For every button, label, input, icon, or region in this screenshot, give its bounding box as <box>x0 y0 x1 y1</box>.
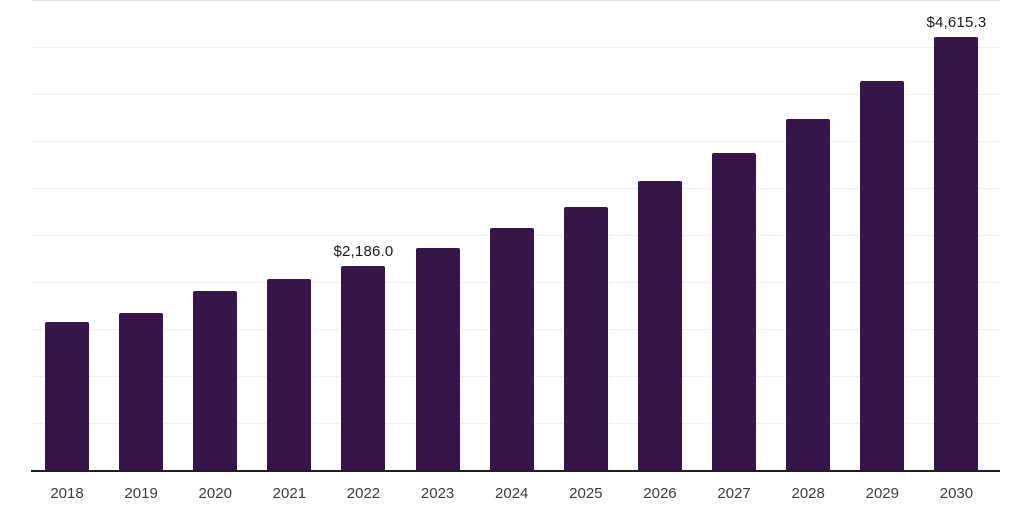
bar-2027 <box>712 152 757 471</box>
x-tick-2027: 2027 <box>717 485 751 502</box>
bar-2029 <box>860 80 905 471</box>
x-tick-2024: 2024 <box>495 485 529 502</box>
value-label-2022: $2,186.0 <box>333 242 394 260</box>
x-tick-2023: 2023 <box>420 485 455 502</box>
x-tick-2018: 2018 <box>50 485 84 502</box>
bar-2030 <box>934 37 979 471</box>
x-tick-2021: 2021 <box>272 485 307 502</box>
plot-area: $2,186.0 $4,615.3 <box>31 0 1000 471</box>
bar-2018 <box>45 321 89 471</box>
x-tick-2022: 2022 <box>346 485 381 502</box>
bar-2020 <box>193 291 238 471</box>
bar-2026 <box>637 180 682 471</box>
bar-2021 <box>267 278 312 471</box>
gridline-4000 <box>31 94 1000 95</box>
gridline-3500 <box>31 141 1000 142</box>
bar-2023 <box>415 248 460 471</box>
x-tick-2020: 2020 <box>198 485 232 502</box>
x-tick-2030: 2030 <box>939 485 974 502</box>
gridline-5000 <box>31 0 1000 1</box>
x-tick-2029: 2029 <box>865 485 899 502</box>
gridline-4500 <box>31 47 1000 48</box>
value-label-2030: $4,615.3 <box>926 14 987 32</box>
bar-2025 <box>563 206 608 471</box>
x-axis-line <box>31 470 1000 472</box>
bar-2024 <box>489 228 534 471</box>
x-tick-2025: 2025 <box>569 485 603 502</box>
bar-2022 <box>341 265 386 471</box>
gridline-3000 <box>31 188 1000 189</box>
bar-2019 <box>119 312 164 471</box>
x-tick-2028: 2028 <box>791 485 825 502</box>
x-tick-2019: 2019 <box>124 485 158 502</box>
bar-2028 <box>786 118 831 471</box>
x-tick-2026: 2026 <box>643 485 677 502</box>
